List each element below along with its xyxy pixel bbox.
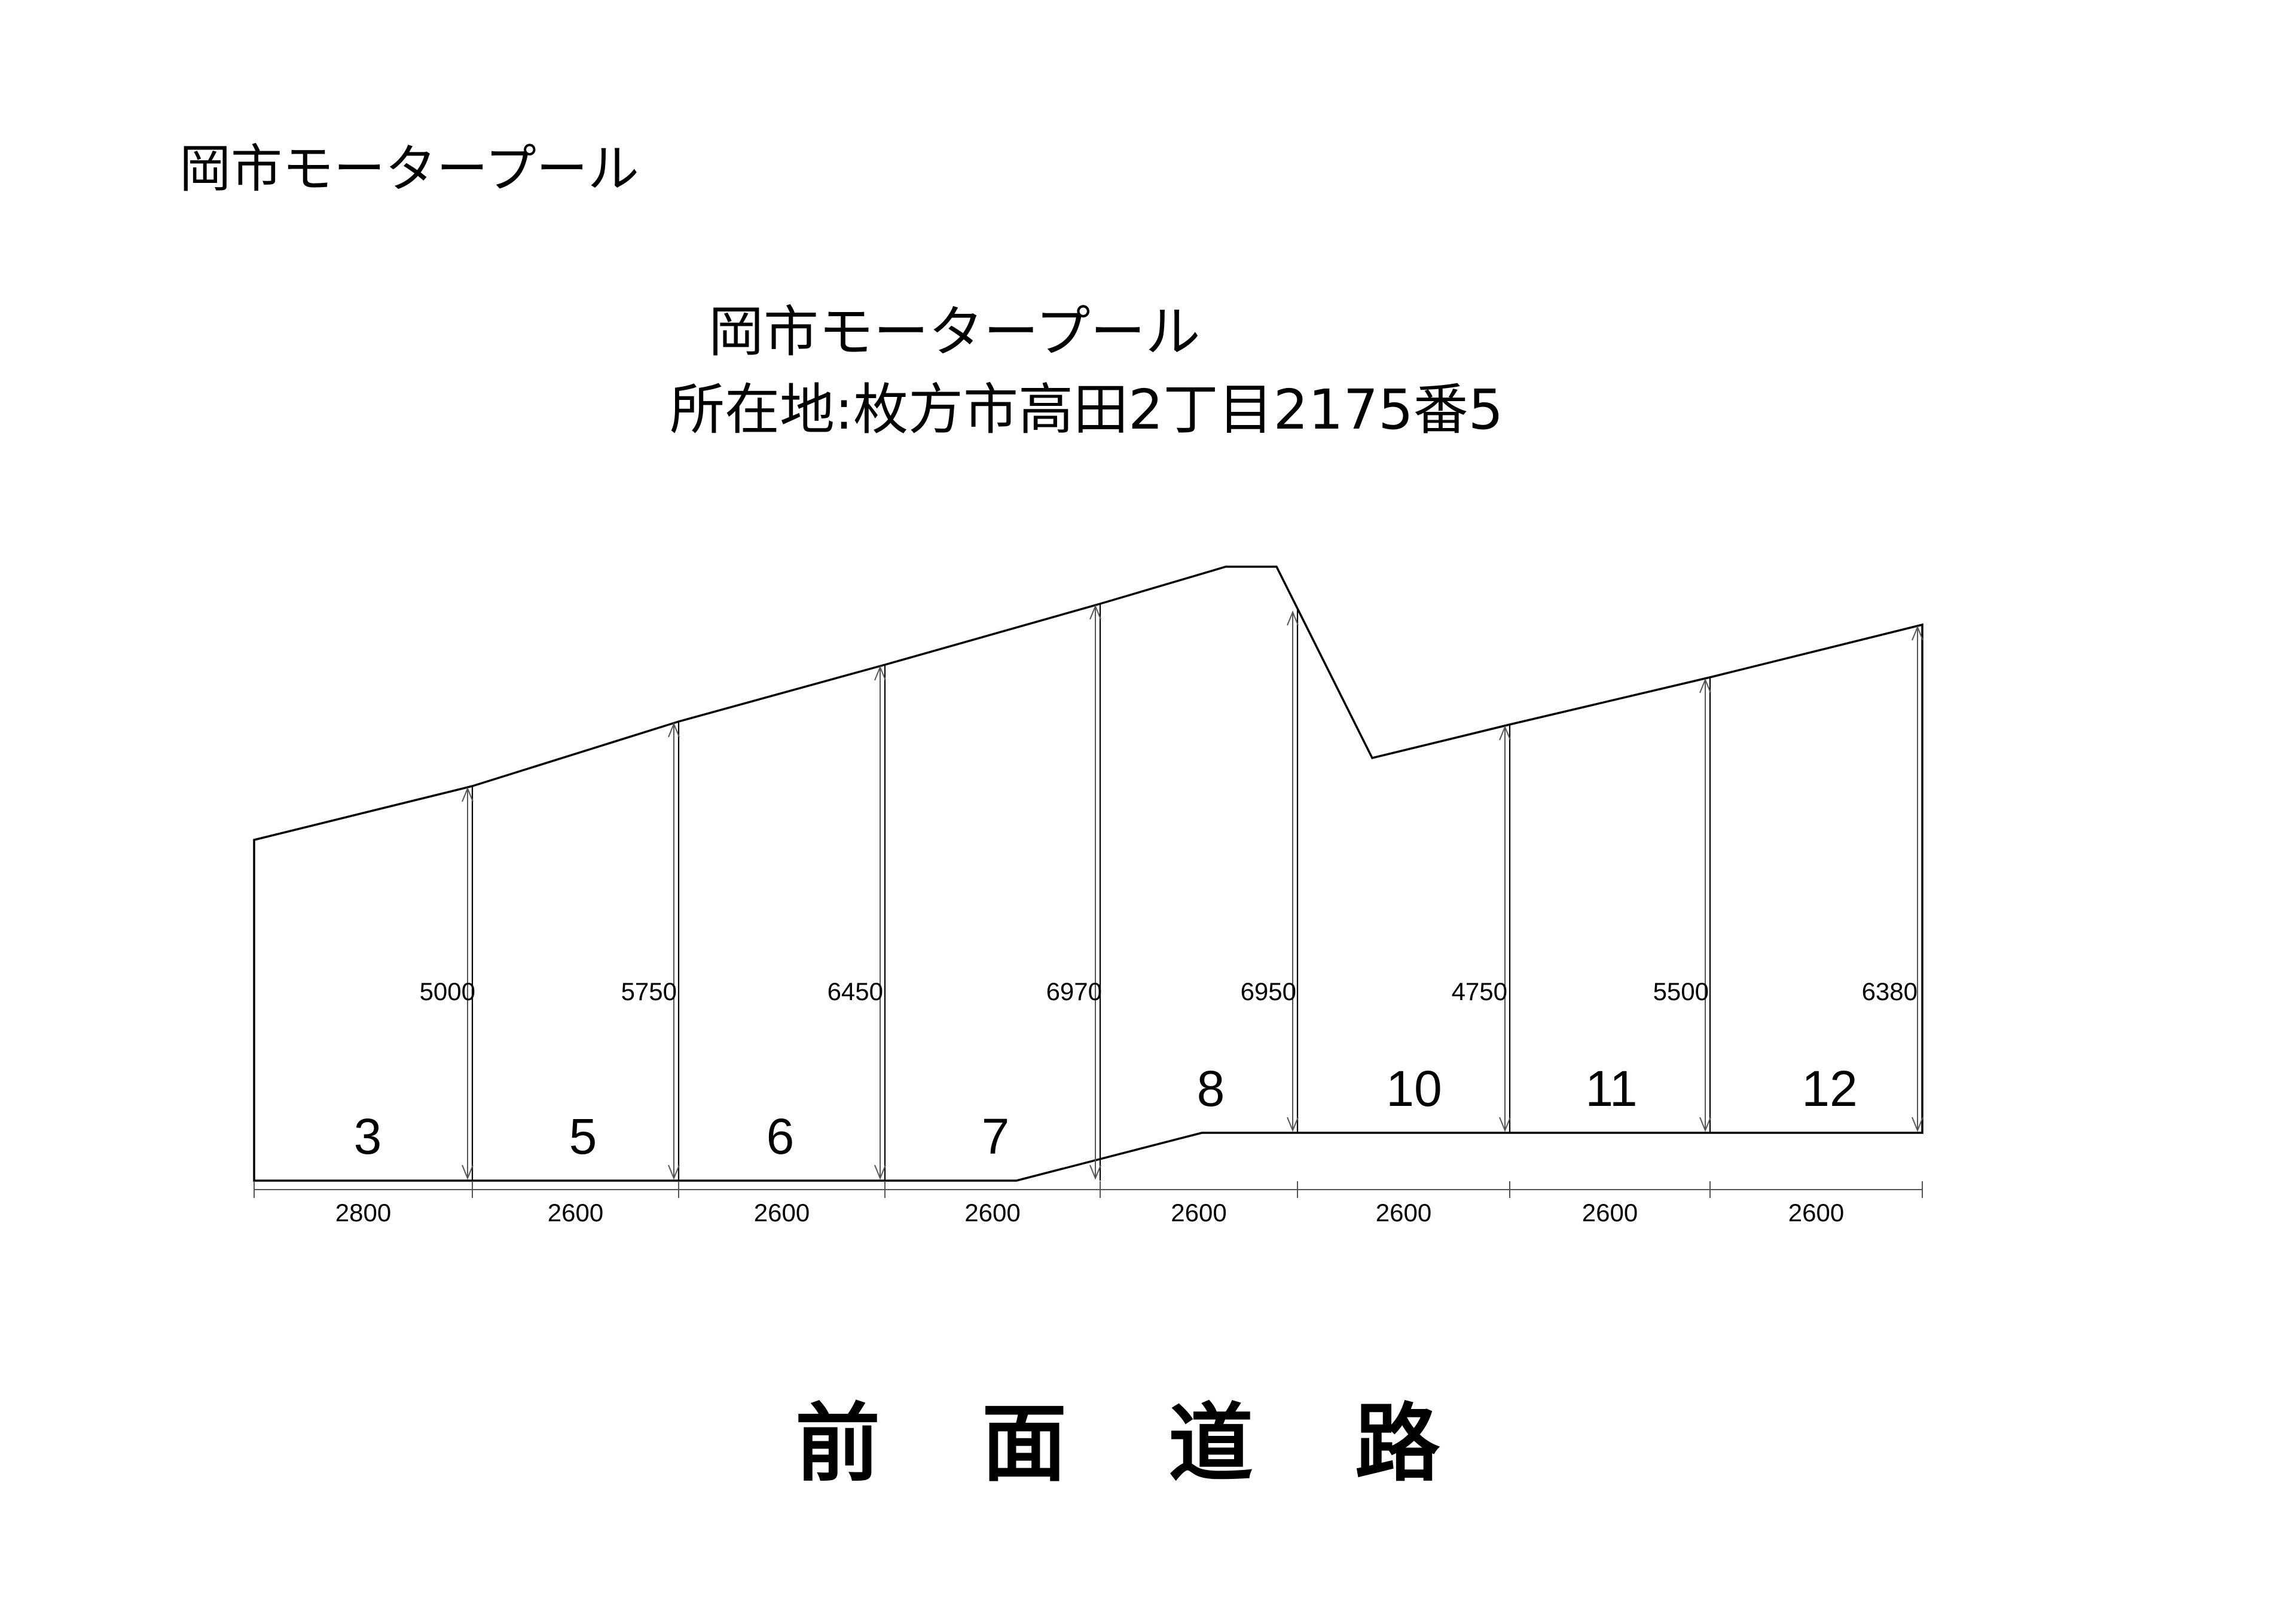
arrow-up-icon [1699, 678, 1711, 693]
depth-dimensions: 5000 5750 6450 6970 6950 4750 5500 6380 [420, 604, 1923, 1180]
lot-depth-label: 6380 [1862, 977, 1918, 1005]
arrow-down-icon [668, 1164, 680, 1180]
lot-depth-label: 5000 [420, 977, 475, 1005]
lot-width-label: 2600 [1376, 1199, 1431, 1227]
arrow-up-icon [462, 787, 474, 802]
arrow-down-icon [1089, 1164, 1101, 1180]
lot-number: 10 [1386, 1060, 1442, 1117]
plan-address: 所在地:枚方市高田2丁目2175番5 [670, 378, 1504, 442]
arrow-up-icon [1287, 610, 1299, 626]
lot-depth-label: 6450 [828, 977, 883, 1005]
arrow-up-icon [874, 665, 886, 681]
lot-width-label: 2800 [335, 1199, 391, 1227]
lot-number: 5 [569, 1108, 597, 1164]
lot-number: 7 [982, 1108, 1010, 1164]
lot-dividers [471, 604, 1923, 1181]
lot-depth-label: 6950 [1241, 977, 1296, 1005]
arrow-down-icon [1287, 1117, 1299, 1132]
site-outline [253, 566, 1923, 1182]
arrow-up-icon [1089, 604, 1101, 620]
lot-number: 3 [354, 1108, 382, 1164]
lot-numbers: 3 5 6 7 8 10 11 12 [354, 1060, 1858, 1164]
lot-depth-label: 5750 [621, 977, 677, 1005]
arrow-down-icon [462, 1164, 474, 1180]
lot-width-label: 2600 [1788, 1199, 1844, 1227]
arrow-down-icon [1912, 1117, 1923, 1132]
lot-number: 6 [767, 1108, 795, 1164]
width-dimensions: 2800 2600 2600 2600 2600 2600 2600 2600 [254, 1181, 1923, 1227]
lot-number: 8 [1197, 1060, 1225, 1117]
arrow-up-icon [1912, 625, 1923, 641]
lot-number: 11 [1585, 1060, 1637, 1117]
lot-depth-label: 6970 [1046, 977, 1102, 1005]
header-title: 岡市モータープール [179, 139, 639, 199]
lot-width-label: 2600 [754, 1199, 810, 1227]
lot-depth-label: 4750 [1452, 977, 1507, 1005]
lot-number: 12 [1802, 1060, 1857, 1117]
lot-width-label: 2600 [1582, 1199, 1638, 1227]
lot-width-label: 2600 [1171, 1199, 1226, 1227]
arrow-down-icon [1699, 1117, 1711, 1132]
road-label: 前面道路 [795, 1395, 1541, 1493]
lot-depth-label: 5500 [1653, 977, 1709, 1005]
arrow-down-icon [874, 1164, 886, 1180]
arrow-up-icon [668, 722, 680, 738]
arrow-down-icon [1499, 1117, 1511, 1132]
arrow-up-icon [1499, 725, 1511, 741]
lot-width-label: 2600 [548, 1199, 603, 1227]
lot-width-label: 2600 [964, 1199, 1020, 1227]
plan-title: 岡市モータープール [709, 300, 1201, 364]
